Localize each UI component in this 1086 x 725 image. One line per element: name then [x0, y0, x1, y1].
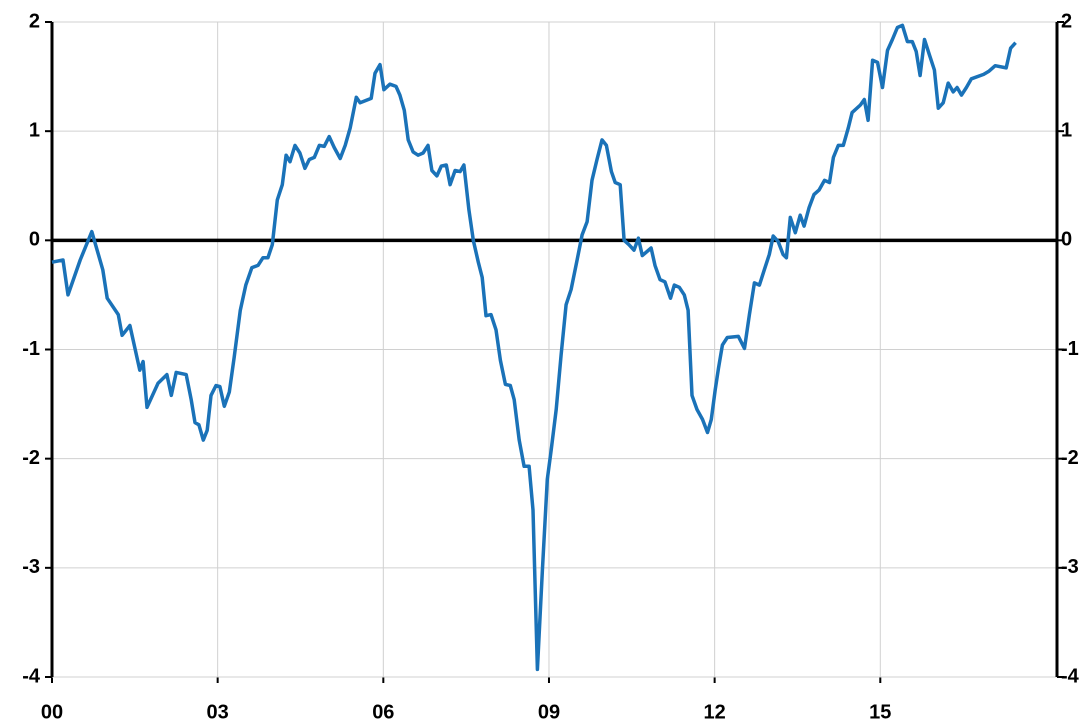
data-line — [51, 23, 1017, 672]
x-tick-label: 15 — [869, 701, 891, 723]
y-tick-label: -3 — [22, 556, 40, 578]
x-tick-label: 12 — [704, 701, 726, 723]
y-tick-label: 1 — [29, 119, 40, 141]
y2-tick-label: -2 — [1061, 447, 1079, 469]
y-tick-label: 2 — [29, 10, 40, 32]
y-tick-label: -1 — [22, 338, 40, 360]
x-tick-label: 09 — [538, 701, 560, 723]
x-tick-label: 03 — [207, 701, 229, 723]
y2-tick-label: -4 — [1061, 665, 1080, 687]
y2-tick-label: 2 — [1061, 10, 1072, 32]
x-tick-label: 06 — [372, 701, 394, 723]
y-tick-label: -4 — [22, 665, 41, 687]
y2-tick-label: 1 — [1061, 119, 1072, 141]
y2-tick-label: 0 — [1061, 229, 1072, 251]
y-tick-label: 0 — [29, 229, 40, 251]
y2-tick-label: -3 — [1061, 556, 1079, 578]
x-tick-label: 00 — [41, 701, 63, 723]
y-tick-label: -2 — [22, 447, 40, 469]
y2-tick-label: -1 — [1061, 338, 1079, 360]
